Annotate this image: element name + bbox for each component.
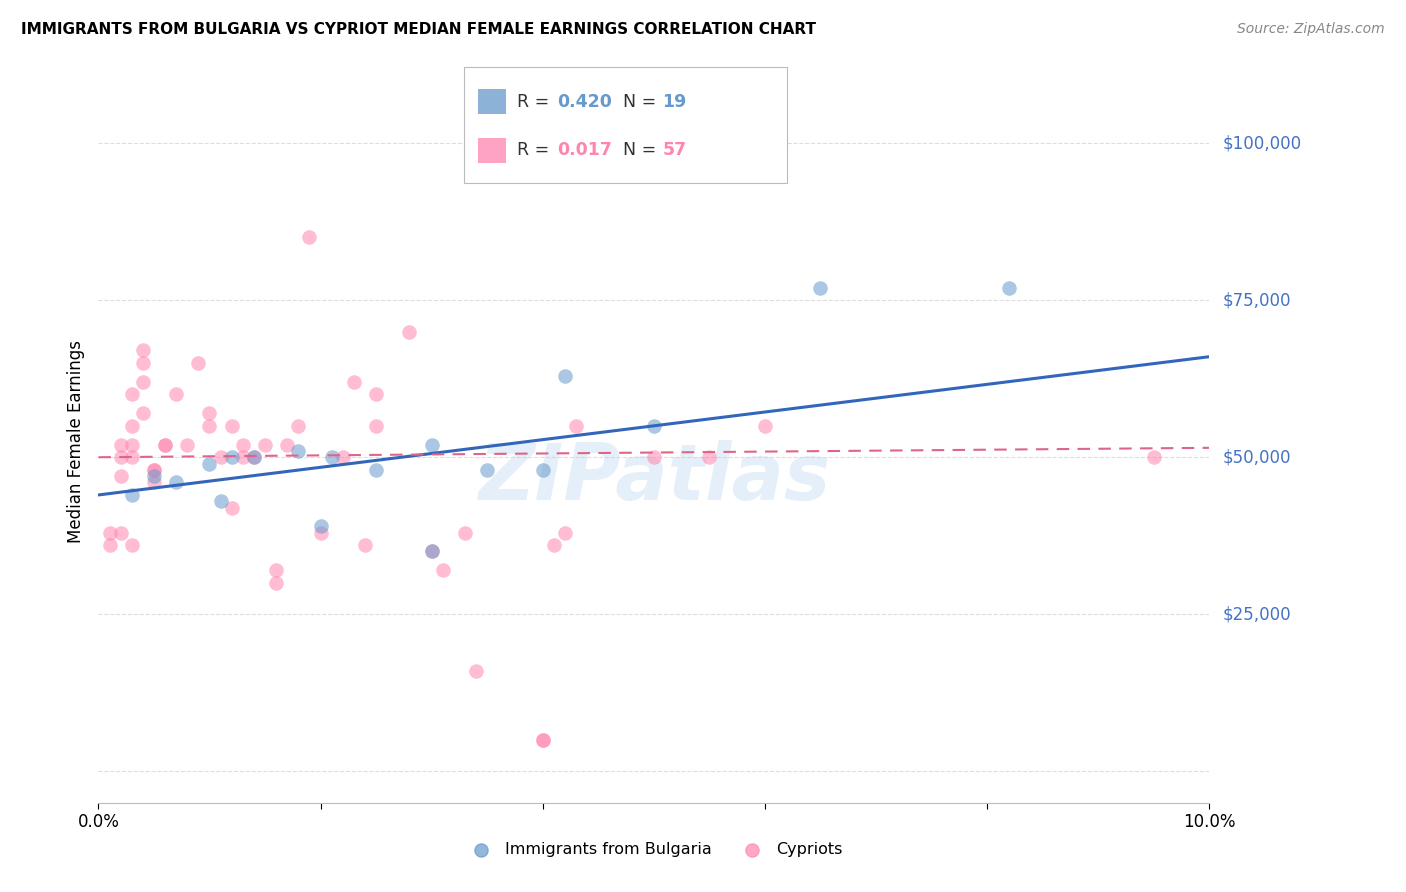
Point	[221, 418, 243, 433]
Point	[454, 525, 477, 540]
Point	[121, 418, 143, 433]
Point	[264, 575, 287, 590]
Point	[165, 475, 187, 490]
Point	[543, 538, 565, 552]
Point	[232, 450, 254, 465]
Text: 0.420: 0.420	[557, 93, 612, 111]
Point	[465, 664, 488, 678]
Text: $75,000: $75,000	[1223, 291, 1292, 310]
Point	[343, 375, 366, 389]
Point	[143, 469, 166, 483]
Point	[98, 525, 121, 540]
Point	[531, 733, 554, 747]
Point	[153, 438, 176, 452]
Point	[366, 463, 388, 477]
Point	[475, 463, 499, 477]
Point	[398, 325, 420, 339]
Point	[153, 438, 176, 452]
Point	[121, 450, 143, 465]
Point	[232, 438, 254, 452]
Point	[420, 544, 443, 558]
Point	[143, 463, 166, 477]
Point	[132, 356, 155, 370]
Point	[309, 525, 332, 540]
Point	[187, 356, 209, 370]
Point	[110, 525, 132, 540]
Point	[98, 538, 121, 552]
Point	[366, 387, 388, 401]
Text: $50,000: $50,000	[1223, 449, 1292, 467]
Point	[198, 457, 221, 471]
Text: IMMIGRANTS FROM BULGARIA VS CYPRIOT MEDIAN FEMALE EARNINGS CORRELATION CHART: IMMIGRANTS FROM BULGARIA VS CYPRIOT MEDI…	[21, 22, 815, 37]
Text: N =: N =	[623, 93, 662, 111]
Point	[110, 450, 132, 465]
Point	[121, 438, 143, 452]
Point	[264, 563, 287, 577]
Text: $25,000: $25,000	[1223, 606, 1292, 624]
Point	[209, 450, 232, 465]
Point	[143, 475, 166, 490]
Point	[810, 280, 832, 294]
Point	[121, 387, 143, 401]
Point	[121, 488, 143, 502]
Text: N =: N =	[623, 142, 662, 160]
Legend: Immigrants from Bulgaria, Cypriots: Immigrants from Bulgaria, Cypriots	[458, 836, 849, 863]
Point	[209, 494, 232, 508]
Point	[276, 438, 298, 452]
Text: 57: 57	[662, 142, 686, 160]
Text: R =: R =	[517, 93, 555, 111]
Point	[221, 450, 243, 465]
Point	[221, 500, 243, 515]
Point	[253, 438, 276, 452]
Text: R =: R =	[517, 142, 555, 160]
Y-axis label: Median Female Earnings: Median Female Earnings	[66, 340, 84, 543]
Point	[554, 368, 576, 383]
Text: $100,000: $100,000	[1223, 134, 1302, 153]
Point	[132, 343, 155, 358]
Point	[243, 450, 266, 465]
Point	[643, 450, 665, 465]
Point	[699, 450, 721, 465]
Point	[332, 450, 354, 465]
Point	[132, 375, 155, 389]
Point	[176, 438, 198, 452]
Point	[287, 418, 309, 433]
Point	[198, 406, 221, 420]
Point	[354, 538, 377, 552]
Point	[309, 519, 332, 533]
Point	[143, 463, 166, 477]
Point	[287, 444, 309, 458]
Point	[110, 438, 132, 452]
Point	[121, 538, 143, 552]
Point	[1143, 450, 1166, 465]
Point	[754, 418, 776, 433]
Point	[643, 418, 665, 433]
Point	[298, 230, 321, 244]
Point	[110, 469, 132, 483]
Point	[531, 733, 554, 747]
Point	[132, 406, 155, 420]
Text: 0.017: 0.017	[557, 142, 612, 160]
Point	[998, 280, 1021, 294]
Point	[420, 544, 443, 558]
Point	[243, 450, 266, 465]
Point	[420, 438, 443, 452]
Point	[366, 418, 388, 433]
Text: ZIPatlas: ZIPatlas	[478, 440, 830, 516]
Point	[531, 463, 554, 477]
Point	[554, 525, 576, 540]
Point	[321, 450, 343, 465]
Point	[565, 418, 588, 433]
Text: 19: 19	[662, 93, 686, 111]
Text: Source: ZipAtlas.com: Source: ZipAtlas.com	[1237, 22, 1385, 37]
Point	[198, 418, 221, 433]
Point	[165, 387, 187, 401]
Point	[432, 563, 454, 577]
